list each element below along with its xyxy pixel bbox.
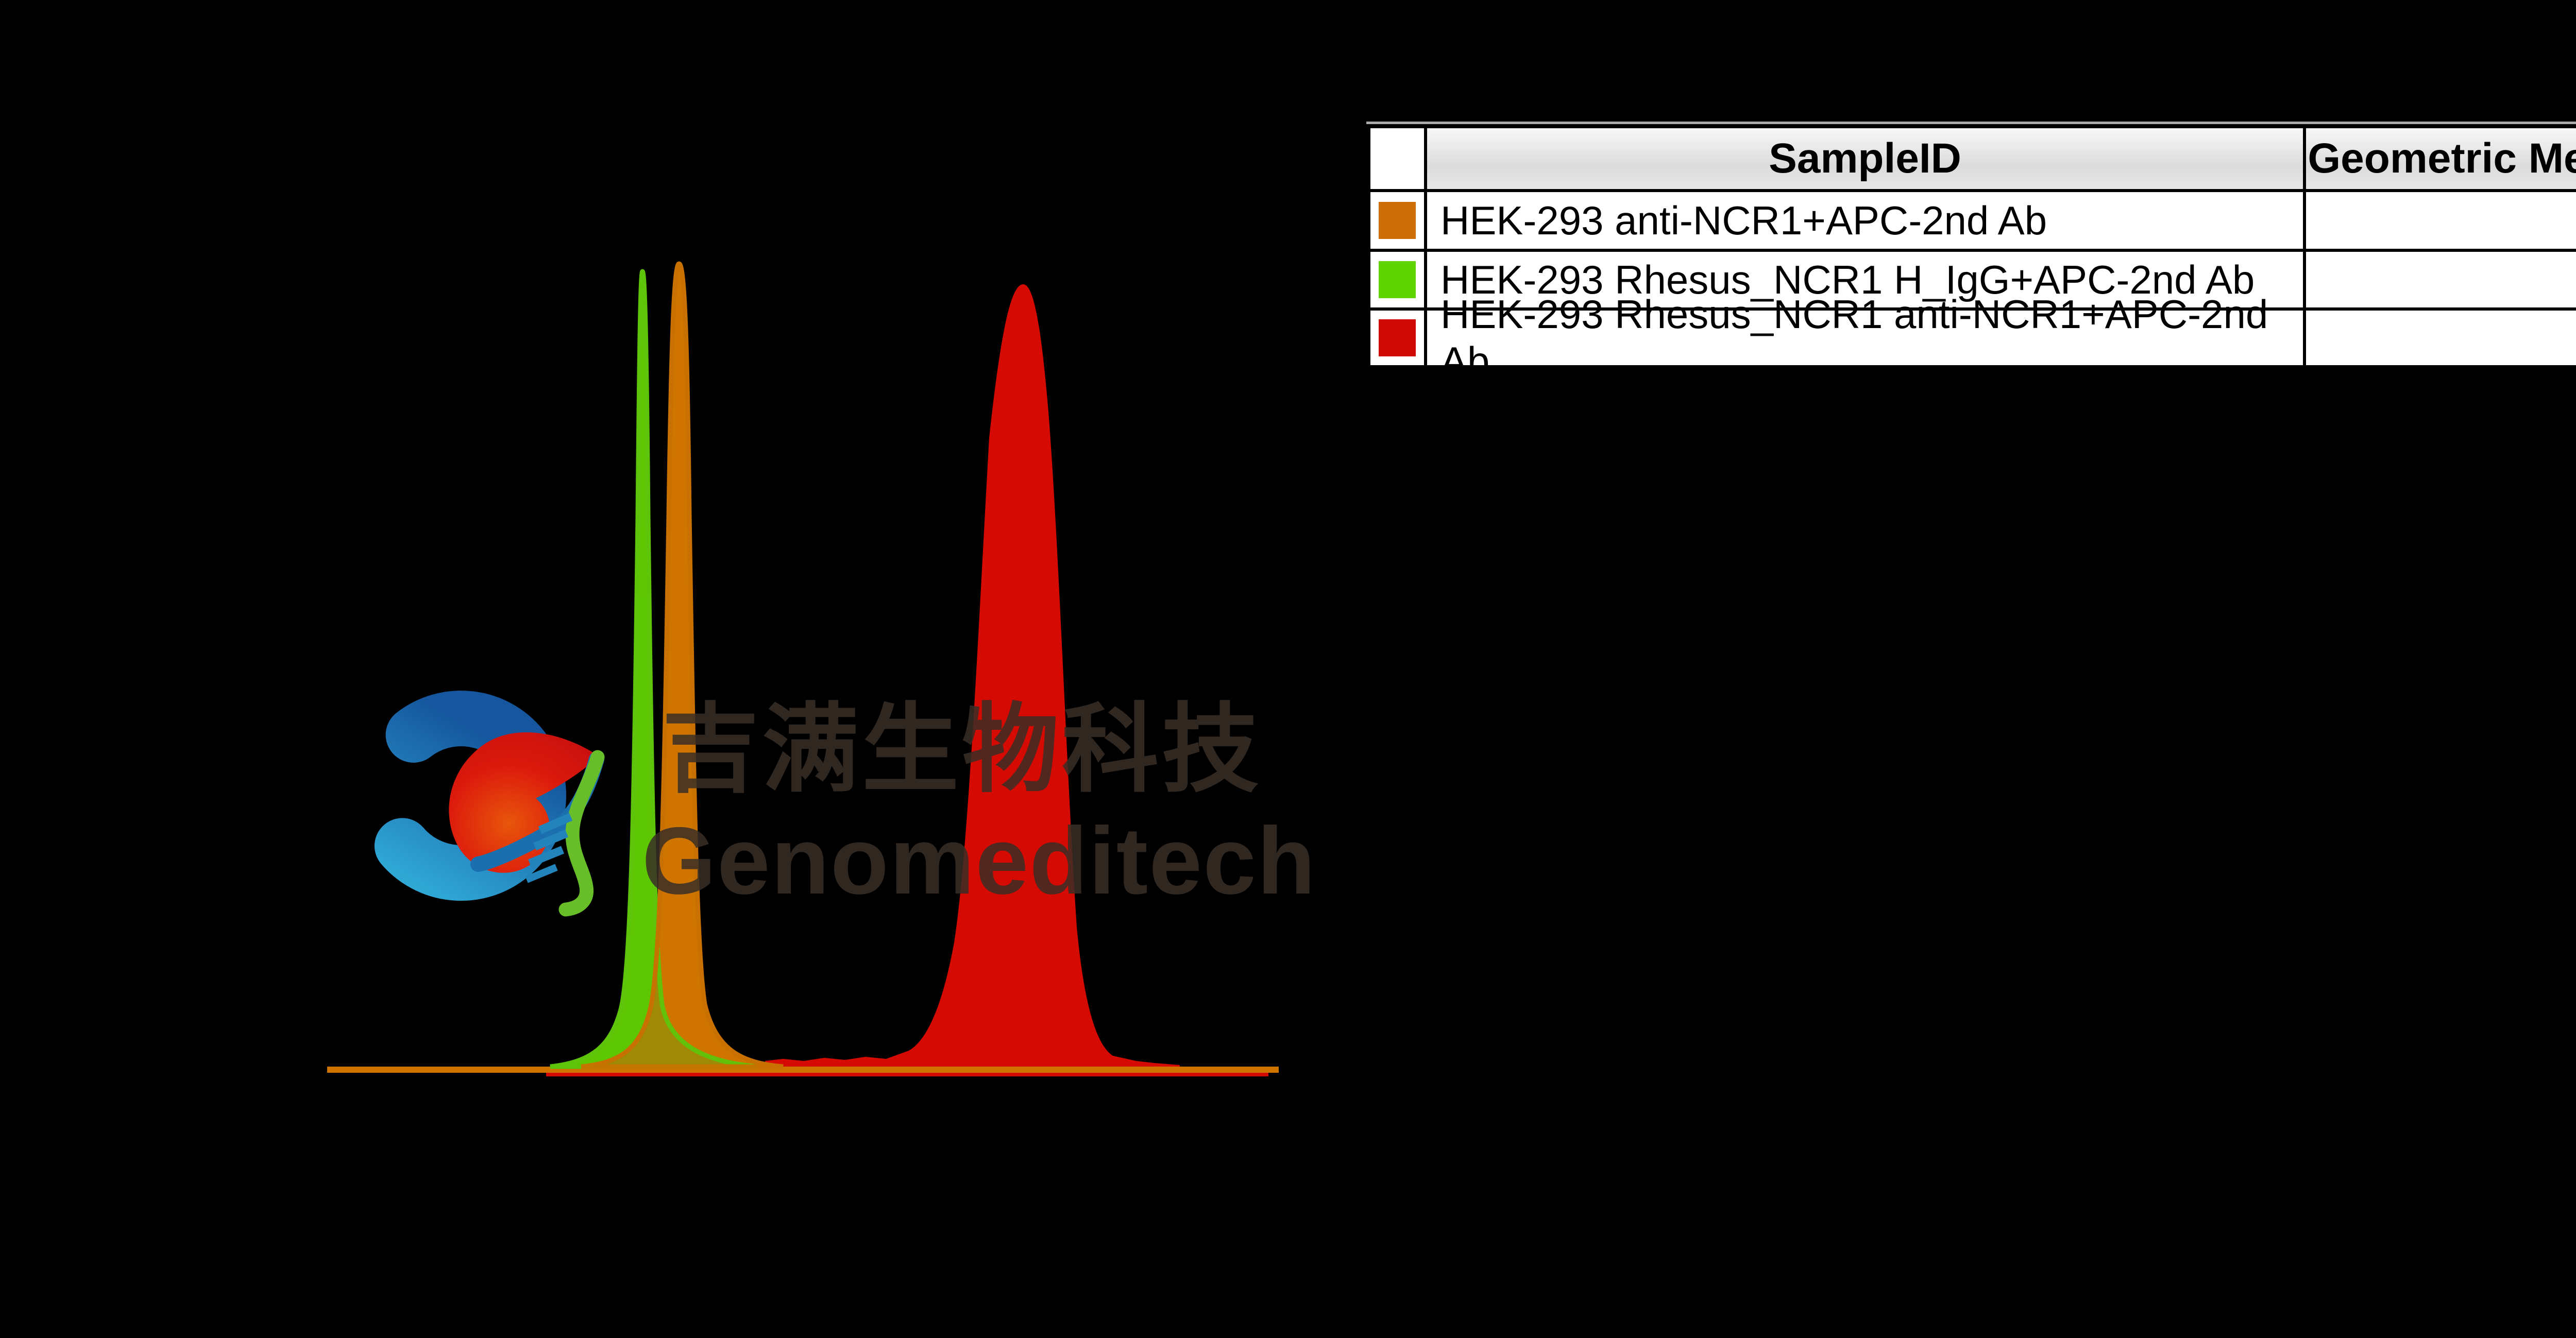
orange-baseline-trace	[327, 1067, 1279, 1073]
green-series-swatch	[1379, 261, 1416, 298]
red-series-swatch	[1379, 319, 1416, 356]
watermark-company-name: Genomeditech	[642, 808, 1316, 914]
logo-dna-rung-2	[533, 829, 569, 851]
logo-dna-rung-1	[538, 813, 573, 834]
genomeditech-logo	[356, 691, 605, 917]
logo-dna-rung-3	[528, 846, 565, 867]
table-row-2-value: 85.0	[2306, 252, 2576, 307]
header-swatch-column	[1370, 128, 1424, 189]
orange-series-swatch	[1379, 202, 1416, 239]
header-sample-id: SampleID	[1427, 128, 2303, 189]
watermark-chinese-text: 吉满生物科技	[662, 695, 1262, 803]
statistics-table: SampleID Geometric Mean : RL1-H HEK-293 …	[1366, 124, 2576, 384]
orange-curve-outline	[581, 261, 784, 1069]
table-row-2-sample-id: HEK-293 Rhesus_NCR1 H_IgG+APC-2nd Ab	[1427, 252, 2303, 307]
histogram-curve-green	[550, 269, 758, 1069]
green-curve-outline	[550, 269, 758, 1069]
logo-dna-rung-4	[525, 864, 558, 883]
table-row-3-value: 19873	[2306, 311, 2576, 365]
logo-dna-green-strand	[558, 750, 605, 917]
table-row-3-swatch-cell	[1370, 311, 1424, 365]
header-geometric-mean: Geometric Mean : RL1-H	[2306, 128, 2576, 189]
histogram-curve-red	[765, 284, 1180, 1067]
table-row-3-sample-id: HEK-293 Rhesus_NCR1 anti-NCR1+APC-2nd Ab	[1427, 291, 2303, 384]
table-row-1-value: 149	[2306, 192, 2576, 249]
table-row-2-swatch-cell	[1370, 252, 1424, 307]
table-row-1-swatch-cell	[1370, 192, 1424, 249]
table-row-1-sample-id: HEK-293 anti-NCR1+APC-2nd Ab	[1427, 192, 2303, 249]
histogram-curve-orange	[581, 261, 784, 1069]
logo-red-flame	[449, 732, 599, 873]
